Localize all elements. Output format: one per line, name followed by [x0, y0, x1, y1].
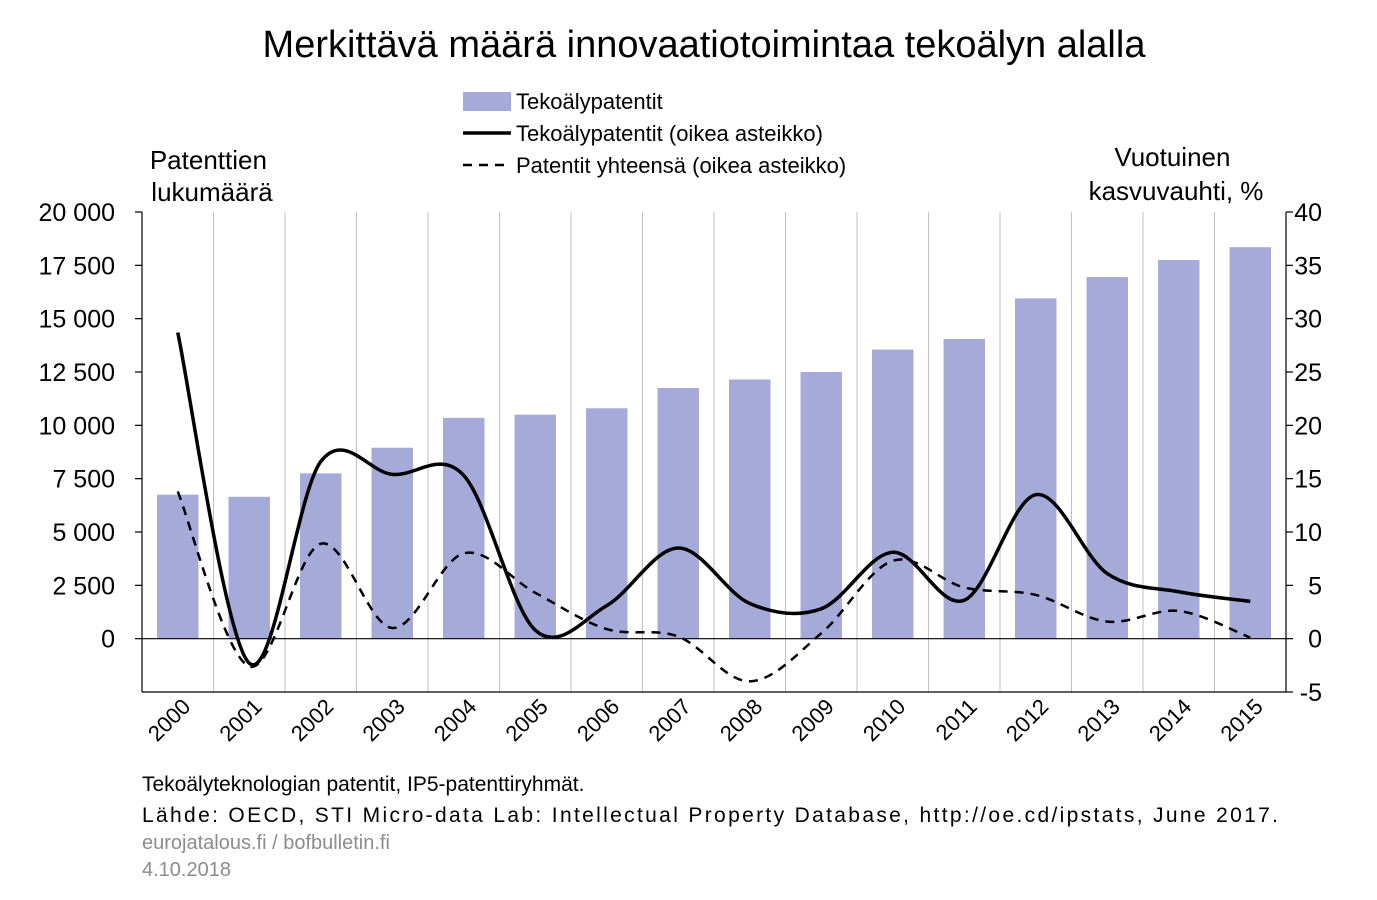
left-tick-label: 12 500 [39, 359, 115, 387]
right-tick-label: 30 [1294, 306, 1322, 334]
x-tick-label-2011: 2011 [931, 694, 982, 745]
right-axis-title-line-1: Vuotuinen [1114, 142, 1230, 172]
legend-label-dashed-line: Patentit yhteensä (oikea asteikko) [516, 153, 846, 178]
x-tick-label-2001: 2001 [214, 694, 266, 746]
legend-label-bars: Tekoälypatentit [516, 89, 663, 114]
bar-2003 [371, 447, 413, 639]
source-note: Lähde: OECD, STI Micro-data Lab: Intelle… [142, 804, 1278, 827]
bar-2011 [943, 338, 985, 639]
bar-2006 [586, 408, 628, 639]
left-tick-label: 15 000 [39, 306, 115, 334]
left-axis-title-line-2: lukumäärä [151, 177, 273, 207]
right-tick-label: -5 [1300, 679, 1322, 707]
bar-2010 [872, 349, 914, 639]
x-tick-label-2005: 2005 [500, 694, 552, 746]
left-axis-title: Patenttien lukumäärä [150, 145, 274, 207]
bar-2007 [657, 388, 699, 639]
right-tick-label: 0 [1308, 626, 1322, 654]
footer-date: 4.10.2018 [142, 859, 231, 881]
x-tick-label-2010: 2010 [858, 694, 910, 746]
left-tick-label: 5 000 [52, 519, 115, 547]
x-tick-label-2000: 2000 [143, 694, 195, 746]
chart-title: Merkittävä määrä innovaatiotoimintaa tek… [263, 24, 1147, 66]
left-tick-label: 20 000 [39, 199, 115, 227]
right-tick-label: 10 [1294, 519, 1322, 547]
x-tick-label-2013: 2013 [1072, 694, 1124, 746]
left-tick-label: 7 500 [52, 466, 115, 494]
x-tick-label-2008: 2008 [715, 694, 767, 746]
x-tick-label-2009: 2009 [786, 694, 838, 746]
legend-label-solid-line: Tekoälypatentit (oikea asteikko) [516, 121, 823, 146]
left-axis-title-line-1: Patenttien [150, 145, 267, 175]
bar-2013 [1086, 277, 1128, 639]
legend-swatch-bars [463, 92, 511, 111]
right-axis-title: Vuotuinen kasvuvauhti, % [1089, 142, 1264, 206]
x-tick-label-2012: 2012 [1001, 694, 1053, 746]
right-tick-label: 25 [1294, 359, 1322, 387]
bar-2015 [1229, 247, 1271, 639]
bar-2012 [1015, 298, 1057, 639]
bar-2014 [1158, 260, 1200, 639]
x-tick-label-2003: 2003 [357, 694, 409, 746]
right-tick-label: 5 [1308, 572, 1322, 600]
right-tick-label: 15 [1294, 466, 1322, 494]
legend: Tekoälypatentit Tekoälypatentit (oikea a… [463, 89, 846, 178]
x-tick-label-2007: 2007 [643, 694, 695, 746]
x-tick-label-2014: 2014 [1144, 694, 1196, 746]
bar-2008 [729, 379, 771, 639]
x-tick-label-2004: 2004 [429, 694, 481, 746]
plot-area: 0 2 500 5 000 7 500 10 000 12 500 15 000 17 500… [39, 199, 1322, 746]
right-axis-title-line-2: kasvuvauhti, % [1089, 176, 1264, 206]
bar-2004 [443, 417, 485, 639]
left-tick-label: 2 500 [52, 572, 115, 600]
bar-2000 [157, 494, 199, 639]
right-tick-label: 35 [1294, 252, 1322, 280]
line-ai-patents-growth [176, 332, 1251, 667]
bar-2001 [228, 496, 270, 639]
note-line-1: Tekoälyteknologian patentit, IP5-patentt… [142, 773, 584, 796]
bar-2009 [800, 372, 842, 639]
x-tick-label-2002: 2002 [286, 694, 338, 746]
footer-site: eurojatalous.fi / bofbulletin.fi [142, 832, 390, 854]
x-tick-label-2015: 2015 [1215, 694, 1267, 746]
x-tick-label-2006: 2006 [572, 694, 624, 746]
left-tick-label: 10 000 [39, 412, 115, 440]
right-tick-label: 40 [1294, 199, 1322, 227]
left-tick-label: 0 [101, 626, 115, 654]
right-tick-label: 20 [1294, 412, 1322, 440]
left-tick-label: 17 500 [39, 252, 115, 280]
